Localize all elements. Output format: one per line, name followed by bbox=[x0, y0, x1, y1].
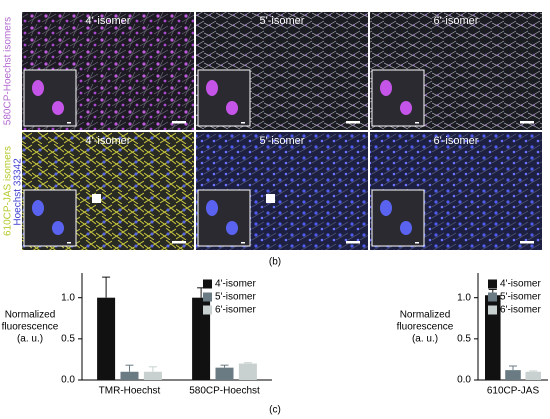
y-axis-label: Normalized bbox=[5, 310, 56, 321]
x-tick-label: TMR-Hoechst bbox=[99, 386, 161, 397]
nucleus bbox=[32, 200, 44, 216]
y-axis-label: fluorescence bbox=[397, 322, 454, 333]
bar bbox=[485, 295, 501, 380]
bar bbox=[525, 371, 541, 380]
row-label: 580CP-Hoechst isomers bbox=[3, 17, 14, 125]
inset bbox=[23, 189, 77, 247]
legend-swatch bbox=[488, 279, 497, 289]
scale-bar bbox=[520, 121, 534, 124]
inset bbox=[197, 189, 251, 247]
scale-bar bbox=[520, 241, 534, 244]
nucleus bbox=[52, 221, 64, 235]
scale-bar bbox=[415, 122, 419, 124]
legend-label: 4'-isomer bbox=[215, 279, 256, 290]
scale-bar bbox=[172, 241, 186, 244]
bar bbox=[120, 371, 139, 380]
nucleus bbox=[380, 200, 392, 216]
scale-bar bbox=[415, 242, 419, 244]
y-tick-label: 0.5 bbox=[61, 333, 75, 344]
inset bbox=[23, 69, 77, 127]
scale-bar bbox=[172, 121, 186, 124]
panel-label: 5'-isomer bbox=[260, 15, 305, 27]
scale-bar bbox=[346, 121, 360, 124]
legend-label: 6'-isomer bbox=[215, 305, 256, 316]
bar bbox=[192, 297, 211, 380]
nucleus bbox=[380, 80, 392, 96]
x-tick-label: 580CP-Hoechst bbox=[189, 386, 260, 397]
inset bbox=[371, 189, 425, 247]
legend-swatch bbox=[203, 292, 212, 302]
y-tick-label: 0.5 bbox=[457, 333, 471, 344]
legend-label: 6'-isomer bbox=[500, 305, 541, 316]
legend-swatch bbox=[203, 305, 212, 315]
nucleus bbox=[400, 221, 412, 235]
caption: (c) bbox=[269, 405, 281, 416]
scale-bar bbox=[346, 241, 360, 244]
bar bbox=[215, 367, 234, 380]
panel-label: 5'-isomer bbox=[260, 135, 305, 147]
y-axis-label: fluorescence bbox=[2, 322, 59, 333]
scale-bar bbox=[67, 242, 71, 244]
nucleus bbox=[206, 80, 218, 96]
bar bbox=[238, 363, 257, 380]
y-axis-label: Normalized bbox=[400, 310, 451, 321]
scale-bar bbox=[241, 242, 245, 244]
legend-swatch bbox=[488, 305, 497, 315]
x-tick-label: 610CP-JAS bbox=[487, 386, 540, 397]
bar bbox=[143, 371, 162, 380]
panel-label: 6'-isomer bbox=[434, 135, 479, 147]
nucleus bbox=[32, 80, 44, 96]
row-label: 610CP-JAS isomers bbox=[3, 146, 14, 236]
marker bbox=[266, 194, 275, 203]
marker bbox=[92, 194, 101, 203]
panel-label: 6'-isomer bbox=[434, 15, 479, 27]
inset bbox=[197, 69, 251, 127]
y-tick-label: 1.0 bbox=[457, 292, 471, 303]
nucleus bbox=[400, 101, 412, 115]
scale-bar bbox=[241, 122, 245, 124]
panel-label: 4'-isomer bbox=[86, 135, 131, 147]
legend-label: 4'-isomer bbox=[500, 279, 541, 290]
legend-label: 5'-isomer bbox=[500, 292, 541, 303]
bar bbox=[97, 297, 116, 380]
panel-label: 4'-isomer bbox=[86, 15, 131, 27]
nucleus bbox=[206, 200, 218, 216]
nucleus bbox=[226, 101, 238, 115]
legend-swatch bbox=[203, 279, 212, 289]
scale-bar bbox=[67, 122, 71, 124]
legend-swatch bbox=[488, 292, 497, 302]
bar bbox=[505, 370, 521, 380]
y-tick-label: 0.0 bbox=[61, 375, 75, 386]
y-tick-label: 1.0 bbox=[61, 292, 75, 303]
y-axis-label: (a. u.) bbox=[412, 334, 438, 345]
nucleus bbox=[226, 221, 238, 235]
caption: (b) bbox=[269, 257, 281, 268]
nucleus bbox=[52, 101, 64, 115]
legend-label: 5'-isomer bbox=[215, 292, 256, 303]
inset bbox=[371, 69, 425, 127]
stain-label: Hoechst 33342 bbox=[13, 158, 24, 226]
y-axis-label: (a. u.) bbox=[17, 334, 43, 345]
y-tick-label: 0.0 bbox=[457, 375, 471, 386]
